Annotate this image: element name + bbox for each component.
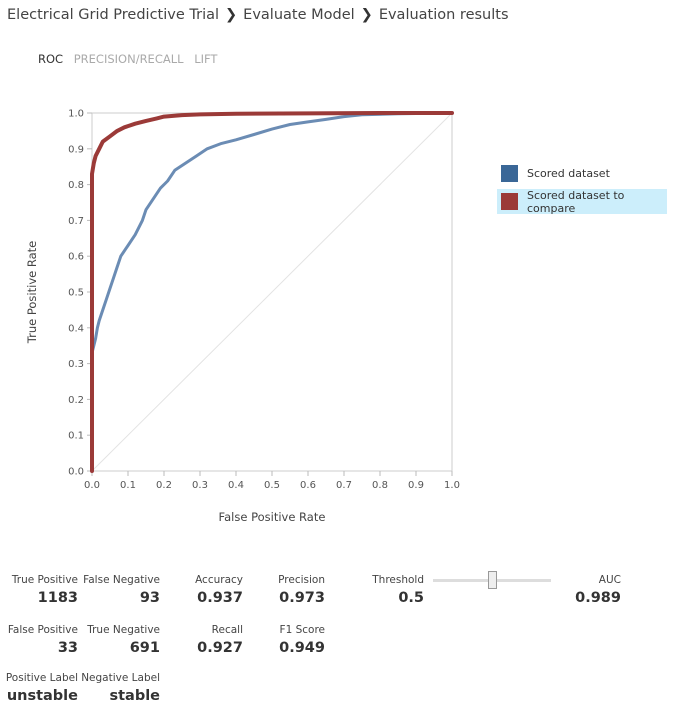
metric-value: 0.949	[279, 640, 325, 656]
tab-lift[interactable]: LIFT	[194, 52, 218, 66]
x-tick-label: 0.2	[156, 480, 172, 491]
y-tick-label: 0.5	[68, 288, 84, 299]
y-tick-label: 0.8	[68, 180, 84, 191]
metric-label: AUC	[598, 574, 621, 586]
chart-legend: Scored dataset Scored dataset to compare	[497, 161, 667, 217]
metric-label: Positive Label	[5, 672, 78, 684]
x-tick-label: 0.1	[120, 480, 136, 491]
x-tick-label: 0.8	[372, 480, 388, 491]
breadcrumb-item-current: Evaluation results	[378, 7, 509, 23]
breadcrumb-separator-icon: ❯	[360, 7, 373, 23]
x-axis-label: False Positive Rate	[219, 510, 326, 524]
tab-roc[interactable]: ROC	[38, 52, 64, 66]
x-tick-label: 0.6	[300, 480, 316, 491]
breadcrumb-item-module[interactable]: Evaluate Model	[243, 7, 355, 23]
legend-label: Scored dataset	[527, 167, 610, 180]
y-tick-label: 0.4	[68, 323, 84, 334]
legend-item-scored-dataset[interactable]: Scored dataset	[497, 161, 667, 186]
metric-value: 0.973	[279, 590, 325, 606]
metric-label: Precision	[278, 574, 325, 586]
metric-label: Recall	[211, 624, 243, 636]
metric-precision: Precision 0.973	[278, 574, 325, 606]
metric-label: True Positive	[11, 574, 78, 586]
metric-true-negative: True Negative 691	[87, 624, 160, 656]
metric-label: False Positive	[7, 624, 78, 636]
metric-f1-score: F1 Score 0.949	[279, 624, 325, 656]
metric-label: False Negative	[83, 574, 160, 586]
breadcrumb-item-experiment[interactable]: Electrical Grid Predictive Trial	[7, 7, 220, 23]
metric-negative-label: Negative Label stable	[81, 672, 160, 704]
x-tick-label: 0.4	[228, 480, 244, 491]
metric-value: 33	[57, 640, 78, 656]
metric-value: unstable	[6, 688, 78, 704]
metric-value: 0.989	[575, 590, 621, 606]
metric-accuracy: Accuracy 0.937	[195, 574, 243, 606]
y-tick-label: 1.0	[68, 109, 84, 120]
x-tick-label: 0.3	[192, 480, 208, 491]
metric-value: 93	[139, 590, 160, 606]
y-tick-label: 0.0	[68, 467, 84, 478]
breadcrumb: Electrical Grid Predictive Trial ❯ Evaluat…	[7, 7, 509, 23]
y-tick-label: 0.6	[68, 252, 84, 263]
metric-threshold: Threshold 0.5	[372, 574, 424, 606]
tab-precision-recall[interactable]: PRECISION/RECALL	[73, 52, 184, 66]
roc-line-scored-dataset	[90, 111, 454, 473]
metric-value: stable	[109, 688, 160, 704]
roc-line-scored-dataset-to-compare	[90, 111, 454, 473]
y-tick-label: 0.7	[68, 216, 84, 227]
metric-label: F1 Score	[279, 624, 325, 636]
slider-thumb[interactable]	[488, 571, 497, 589]
y-tick-label: 0.3	[68, 359, 84, 370]
legend-swatch	[501, 193, 518, 210]
y-tick-label: 0.1	[68, 431, 84, 442]
metric-label: Threshold	[372, 574, 424, 586]
y-tick-label: 0.2	[68, 395, 84, 406]
metric-auc: AUC 0.989	[575, 574, 621, 606]
metric-label: Accuracy	[195, 574, 243, 586]
y-tick-label: 0.9	[68, 144, 84, 155]
roc-chart: 0.0 0.1 0.2 0.3 0.4 0.5 0.6 0.7 0.8 0.9 1.0 0.0 0.1 0…	[25, 109, 460, 525]
metric-false-negative: False Negative 93	[83, 574, 160, 606]
metric-label: True Negative	[87, 624, 160, 636]
metric-true-positive: True Positive 1183	[12, 574, 78, 606]
metric-positive-label: Positive Label unstable	[6, 672, 78, 704]
metric-value: 1183	[37, 590, 78, 606]
metric-recall: Recall 0.927	[197, 624, 243, 656]
metric-label: Negative Label	[81, 672, 160, 684]
metric-value: 0.937	[197, 590, 243, 606]
x-tick-label: 0.9	[408, 480, 424, 491]
x-tick-label: 0.7	[336, 480, 352, 491]
metric-false-positive: False Positive 33	[8, 624, 78, 656]
x-tick-label: 1.0	[444, 480, 460, 491]
metric-value: 691	[129, 640, 160, 656]
chart-tabs: ROC PRECISION/RECALL LIFT	[38, 52, 224, 66]
metric-value: 0.927	[197, 640, 243, 656]
x-tick-label: 0.5	[264, 480, 280, 491]
x-tick-label: 0.0	[84, 480, 100, 491]
threshold-slider[interactable]	[433, 570, 551, 590]
y-axis-label: True Positive Rate	[25, 241, 39, 344]
legend-swatch	[501, 165, 518, 182]
breadcrumb-separator-icon: ❯	[225, 7, 238, 23]
legend-label: Scored dataset to compare	[527, 188, 625, 215]
diagonal-reference-line	[91, 112, 453, 472]
legend-item-scored-dataset-to-compare[interactable]: Scored dataset to compare	[497, 188, 667, 215]
metric-value: 0.5	[398, 590, 424, 606]
